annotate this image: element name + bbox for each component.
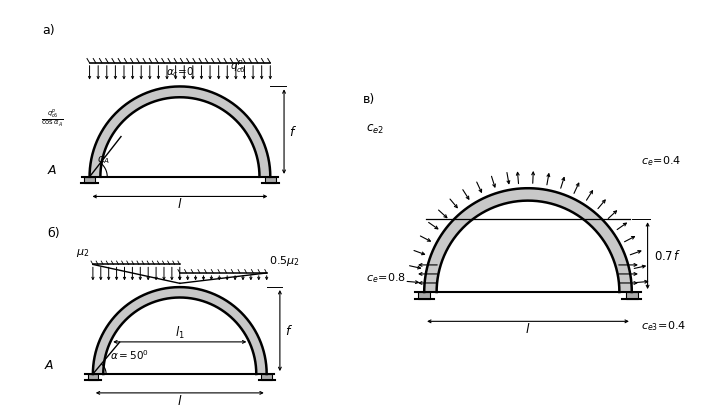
- Bar: [418, 292, 430, 299]
- Text: $l_1$: $l_1$: [175, 325, 184, 341]
- Text: $q^p_{c\!6}$: $q^p_{c\!6}$: [230, 58, 245, 75]
- Text: $l$: $l$: [525, 322, 531, 337]
- Text: $c_e\!=\!0.8$: $c_e\!=\!0.8$: [365, 272, 406, 285]
- Bar: [626, 292, 638, 299]
- Text: $l$: $l$: [177, 394, 182, 408]
- Bar: [88, 374, 98, 380]
- Text: $0.7\,f$: $0.7\,f$: [654, 248, 681, 263]
- Text: в): в): [363, 93, 375, 106]
- Text: $l$: $l$: [177, 197, 182, 211]
- Text: $f$: $f$: [289, 124, 297, 139]
- Bar: [261, 374, 272, 380]
- Text: $A$: $A$: [47, 164, 58, 177]
- Text: $0.5\mu_2$: $0.5\mu_2$: [268, 254, 299, 268]
- Text: $\alpha = 50^0$: $\alpha = 50^0$: [110, 348, 149, 362]
- Polygon shape: [89, 86, 270, 177]
- Polygon shape: [93, 287, 267, 374]
- Text: $A$: $A$: [44, 359, 55, 372]
- Text: а): а): [42, 24, 55, 37]
- Text: $\mu_2$: $\mu_2$: [76, 247, 89, 259]
- Bar: [84, 177, 95, 183]
- Text: $\alpha_c\!=\!0$: $\alpha_c\!=\!0$: [165, 65, 194, 79]
- Text: $\alpha_A$: $\alpha_A$: [97, 154, 111, 166]
- Text: $c_{e2}$: $c_{e2}$: [365, 123, 384, 136]
- Text: б): б): [48, 227, 60, 239]
- Text: $c_e\!=\!0.4$: $c_e\!=\!0.4$: [641, 154, 681, 168]
- Text: $\frac{q^p_{c\!6}}{\cos\alpha_A}$: $\frac{q^p_{c\!6}}{\cos\alpha_A}$: [41, 107, 63, 129]
- Text: $c_{e3}\!=\!0.4$: $c_{e3}\!=\!0.4$: [641, 319, 686, 333]
- Text: $f$: $f$: [284, 324, 293, 337]
- Polygon shape: [425, 188, 631, 292]
- Bar: [265, 177, 276, 183]
